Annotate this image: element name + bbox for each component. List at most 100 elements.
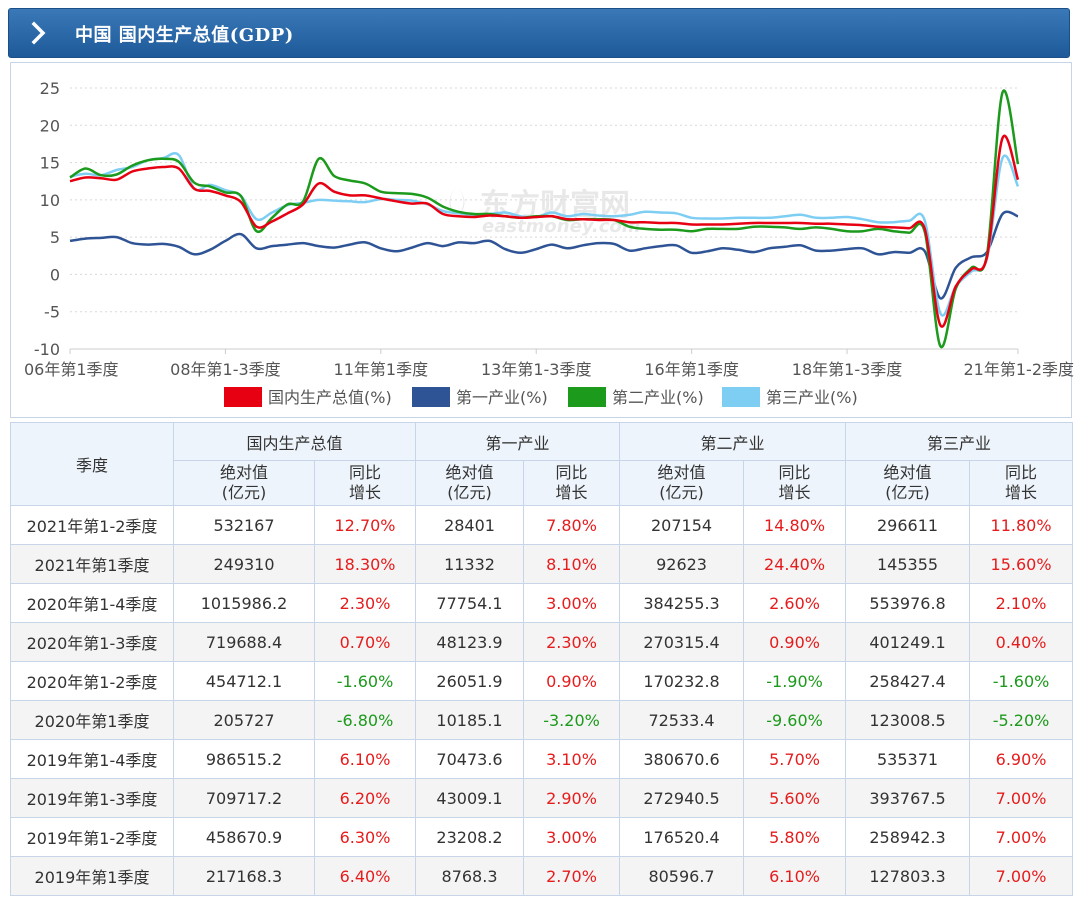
absolute-value-cell: 384255.3	[619, 583, 745, 623]
absolute-value-cell: 401249.1	[845, 622, 971, 662]
yoy-growth-cell: 7.80%	[523, 505, 621, 545]
subheader-yoy: 同比 增长	[523, 460, 621, 506]
absolute-value-cell: 258427.4	[845, 661, 971, 701]
absolute-value-cell: 48123.9	[415, 622, 525, 662]
absolute-value-cell: 170232.8	[619, 661, 745, 701]
y-tick-label: 20	[40, 116, 60, 135]
absolute-value-cell: 70473.6	[415, 739, 525, 779]
legend-label-0: 国内生产总值(%)	[268, 388, 392, 407]
yoy-growth-cell: 7.00%	[969, 778, 1074, 818]
x-tick-label: 06年第1季度	[24, 360, 119, 379]
section-header: 中国 国内生产总值(GDP)	[8, 8, 1070, 58]
subheader-absolute: 绝对值 (亿元)	[845, 460, 971, 506]
legend-swatch-0	[224, 387, 262, 407]
header-secondary: 第二产业	[619, 422, 847, 461]
table-row: 2020年第1-3季度 719688.4 0.70% 48123.9 2.30% 2703…	[10, 622, 1074, 662]
yoy-growth-cell: 2.90%	[523, 778, 621, 818]
yoy-growth-cell: 2.30%	[313, 583, 417, 623]
yoy-growth-cell: 18.30%	[313, 544, 417, 584]
y-tick-label: 15	[40, 154, 60, 173]
absolute-value-cell: 8768.3	[415, 856, 525, 896]
absolute-value-cell: 43009.1	[415, 778, 525, 818]
yoy-growth-cell: 14.80%	[743, 505, 847, 545]
yoy-growth-cell: 0.40%	[969, 622, 1074, 662]
header-gdp: 国内生产总值	[172, 422, 417, 461]
x-tick-label: 16年第1季度	[644, 360, 739, 379]
absolute-value-cell: 80596.7	[619, 856, 745, 896]
absolute-value-cell: 26051.9	[415, 661, 525, 701]
legend-label-2: 第二产业(%)	[612, 388, 704, 407]
absolute-value-cell: 272940.5	[619, 778, 745, 818]
yoy-growth-cell: 24.40%	[743, 544, 847, 584]
quarter-cell: 2020年第1季度	[10, 700, 174, 740]
absolute-value-cell: 205727	[173, 700, 315, 740]
absolute-value-cell: 719688.4	[173, 622, 315, 662]
table-row: 2021年第1季度 249310 18.30% 11332 8.10% 92623 24.4…	[10, 544, 1074, 584]
y-tick-label: 5	[50, 228, 60, 247]
table-row: 2021年第1-2季度 532167 12.70% 28401 7.80% 207154 1…	[10, 505, 1074, 545]
yoy-growth-cell: 6.90%	[969, 739, 1074, 779]
yoy-growth-cell: -9.60%	[743, 700, 847, 740]
absolute-value-cell: 532167	[173, 505, 315, 545]
absolute-value-cell: 92623	[619, 544, 745, 584]
quarter-cell: 2020年第1-3季度	[10, 622, 174, 662]
subheader-yoy: 同比 增长	[313, 460, 417, 506]
absolute-value-cell: 458670.9	[173, 817, 315, 857]
yoy-growth-cell: 6.30%	[313, 817, 417, 857]
table-row: 2019年第1-4季度 986515.2 6.10% 70473.6 3.10% 3806…	[10, 739, 1074, 779]
yoy-growth-cell: 6.10%	[313, 739, 417, 779]
x-tick-label: 13年第1-3季度	[481, 360, 592, 379]
subheader-yoy: 同比 增长	[743, 460, 847, 506]
yoy-growth-cell: -5.20%	[969, 700, 1074, 740]
absolute-value-cell: 10185.1	[415, 700, 525, 740]
yoy-growth-cell: 5.60%	[743, 778, 847, 818]
quarter-cell: 2019年第1-3季度	[10, 778, 174, 818]
absolute-value-cell: 217168.3	[173, 856, 315, 896]
yoy-growth-cell: 6.40%	[313, 856, 417, 896]
header-primary: 第一产业	[415, 422, 621, 461]
absolute-value-cell: 393767.5	[845, 778, 971, 818]
section-title: 中国 国内生产总值(GDP)	[75, 25, 294, 46]
absolute-value-cell: 72533.4	[619, 700, 745, 740]
absolute-value-cell: 380670.6	[619, 739, 745, 779]
absolute-value-cell: 709717.2	[173, 778, 315, 818]
legend-swatch-1	[412, 387, 450, 407]
yoy-growth-cell: 6.20%	[313, 778, 417, 818]
subheader-absolute: 绝对值 (亿元)	[619, 460, 745, 506]
absolute-value-cell: 145355	[845, 544, 971, 584]
table-row: 2020年第1-2季度 454712.1 -1.60% 26051.9 0.90% 170…	[10, 661, 1074, 701]
quarter-cell: 2020年第1-4季度	[10, 583, 174, 623]
quarter-cell: 2020年第1-2季度	[10, 661, 174, 701]
yoy-growth-cell: 15.60%	[969, 544, 1074, 584]
yoy-growth-cell: 7.00%	[969, 856, 1074, 896]
yoy-growth-cell: 6.10%	[743, 856, 847, 896]
absolute-value-cell: 77754.1	[415, 583, 525, 623]
table-row: 2020年第1季度 205727 -6.80% 10185.1 -3.20% 72533.…	[10, 700, 1074, 740]
table-row: 2019年第1季度 217168.3 6.40% 8768.3 2.70% 80596.7…	[10, 856, 1074, 896]
chevron-right-icon[interactable]	[29, 20, 49, 46]
yoy-growth-cell: 2.10%	[969, 583, 1074, 623]
yoy-growth-cell: -1.60%	[313, 661, 417, 701]
table-row: 2019年第1-3季度 709717.2 6.20% 43009.1 2.90% 2729…	[10, 778, 1074, 818]
chart-panel	[10, 62, 1072, 418]
series-line-1	[69, 210, 1019, 300]
yoy-growth-cell: 7.00%	[969, 817, 1074, 857]
absolute-value-cell: 258942.3	[845, 817, 971, 857]
yoy-growth-cell: 5.70%	[743, 739, 847, 779]
yoy-growth-cell: -1.90%	[743, 661, 847, 701]
y-tick-label: 0	[50, 265, 60, 284]
yoy-growth-cell: 11.80%	[969, 505, 1074, 545]
yoy-growth-cell: 12.70%	[313, 505, 417, 545]
header-tertiary: 第三产业	[845, 422, 1074, 461]
absolute-value-cell: 207154	[619, 505, 745, 545]
y-tick-label: -10	[34, 340, 60, 359]
yoy-growth-cell: -3.20%	[523, 700, 621, 740]
x-tick-label: 08年第1-3季度	[170, 360, 281, 379]
yoy-growth-cell: 5.80%	[743, 817, 847, 857]
x-tick-label: 21年第1-2季度	[964, 360, 1075, 379]
yoy-growth-cell: 0.70%	[313, 622, 417, 662]
absolute-value-cell: 11332	[415, 544, 525, 584]
absolute-value-cell: 249310	[173, 544, 315, 584]
legend-label-3: 第三产业(%)	[766, 388, 858, 407]
